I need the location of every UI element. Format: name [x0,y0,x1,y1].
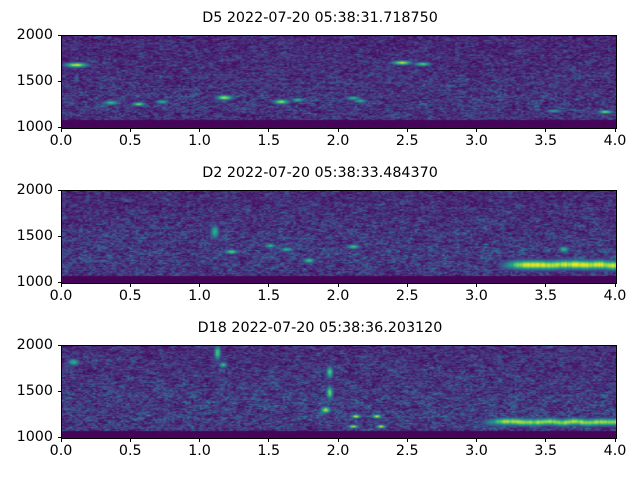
x-tick-mark [60,128,62,132]
panel-3-title: D18 2022-07-20 05:38:36.203120 [197,320,443,336]
x-tick-mark [406,438,408,442]
x-tick-label: 3.5 [534,133,558,149]
x-tick-label: 3.0 [465,288,488,304]
x-tick-label: 1.0 [188,443,211,459]
x-tick-mark [337,283,339,287]
x-tick-mark [614,283,616,287]
x-tick-label: 3.0 [465,443,488,459]
y-tick-mark [57,126,61,128]
x-tick-label: 3.5 [534,443,558,459]
panel-1-axes [61,35,617,129]
x-tick-label: 0.0 [49,288,73,304]
x-tick-mark [476,438,478,442]
y-tick-mark [57,390,61,392]
y-tick-label: 1500 [16,228,53,244]
x-tick-label: 0.5 [118,288,142,304]
x-tick-label: 2.0 [326,133,350,149]
panel-3-spectrogram [62,346,616,438]
y-tick-label: 2000 [16,27,53,43]
x-tick-label: 1.5 [257,443,281,459]
x-tick-label: 0.5 [118,133,142,149]
x-tick-mark [199,283,201,287]
y-tick-mark [57,281,61,283]
y-tick-label: 1000 [16,274,53,290]
x-tick-mark [199,438,201,442]
x-tick-label: 2.5 [395,443,419,459]
y-tick-mark [57,80,61,82]
x-tick-label: 4.0 [603,133,627,149]
x-tick-mark [614,128,616,132]
y-tick-label: 1000 [16,119,53,135]
x-tick-label: 2.5 [395,133,419,149]
x-tick-mark [337,128,339,132]
x-tick-label: 4.0 [603,443,627,459]
x-tick-label: 1.5 [257,288,281,304]
x-tick-mark [199,128,201,132]
y-tick-mark [57,189,61,191]
panel-2-title: D2 2022-07-20 05:38:33.484370 [202,165,438,181]
x-tick-mark [268,283,270,287]
x-tick-mark [476,128,478,132]
panel-1-spectrogram [62,36,616,128]
panel-2-spectrogram [62,191,616,283]
x-tick-label: 0.0 [49,443,73,459]
panel-2-axes [61,190,617,284]
x-tick-mark [60,438,62,442]
y-tick-label: 1500 [16,73,53,89]
x-tick-label: 2.5 [395,288,419,304]
x-tick-mark [268,438,270,442]
x-tick-label: 3.5 [534,288,558,304]
y-tick-label: 2000 [16,337,53,353]
x-tick-mark [129,128,131,132]
x-tick-mark [406,128,408,132]
x-tick-label: 1.5 [257,133,281,149]
x-tick-mark [129,438,131,442]
y-tick-mark [57,34,61,36]
x-tick-label: 3.0 [465,133,488,149]
x-tick-label: 4.0 [603,288,627,304]
x-tick-mark [476,283,478,287]
x-tick-label: 0.5 [118,443,142,459]
x-tick-mark [60,283,62,287]
x-tick-label: 2.0 [326,443,350,459]
y-tick-label: 2000 [16,182,53,198]
x-tick-mark [614,438,616,442]
x-tick-label: 1.0 [188,133,211,149]
y-tick-label: 1000 [16,429,53,445]
y-tick-mark [57,344,61,346]
x-tick-mark [545,438,547,442]
x-tick-mark [337,438,339,442]
y-tick-mark [57,235,61,237]
x-tick-label: 0.0 [49,133,73,149]
y-tick-label: 1500 [16,383,53,399]
x-tick-mark [406,283,408,287]
panel-1-title: D5 2022-07-20 05:38:31.718750 [202,10,438,26]
y-tick-mark [57,436,61,438]
x-tick-label: 2.0 [326,288,350,304]
x-tick-mark [268,128,270,132]
x-tick-mark [545,283,547,287]
x-tick-label: 1.0 [188,288,211,304]
panel-3-axes [61,345,617,439]
x-tick-mark [545,128,547,132]
x-tick-mark [129,283,131,287]
